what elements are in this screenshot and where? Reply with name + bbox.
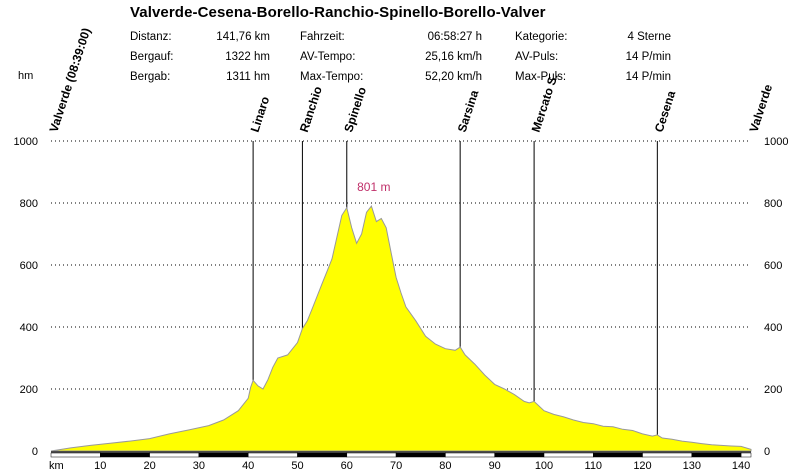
y-tick-label-right: 200 <box>764 384 782 396</box>
y-tick-label-left: 0 <box>32 446 38 458</box>
x-tick-label: 80 <box>439 460 451 472</box>
peak-elevation-label: 801 m <box>357 180 390 194</box>
stat-distance-label: Distanz: <box>130 31 172 43</box>
distance-ruler-segment <box>247 452 298 458</box>
y-tick-label-right: 0 <box>764 446 770 458</box>
distance-ruler-segment <box>691 452 742 458</box>
x-tick-label: 60 <box>341 460 353 472</box>
stat-max-pulse-value: 14 P/min <box>625 71 671 83</box>
x-tick-label: 90 <box>489 460 501 472</box>
distance-ruler-segment <box>100 452 150 458</box>
stat-max-speed-value: 52,20 km/h <box>425 71 482 83</box>
grid-lines <box>51 140 751 390</box>
elevation-area <box>50 205 752 452</box>
y-tick-label-left: 200 <box>20 384 38 396</box>
distance-ruler-segment <box>297 452 348 458</box>
waypoint-labels: Valverde (08:39:00) Linaro Ranchio Spinello… <box>47 26 776 134</box>
waypoint-label: Sarsina <box>455 88 482 134</box>
stat-riding-time-label: Fahrzeit: <box>300 31 345 43</box>
waypoint-label: Cesena <box>652 89 679 134</box>
stat-category-label: Kategorie: <box>515 31 568 43</box>
y-tick-label-right: 600 <box>764 260 782 272</box>
x-tick-label: 120 <box>633 460 651 472</box>
distance-ruler-segment <box>494 452 545 458</box>
y-tick-label-right: 800 <box>764 198 782 210</box>
x-axis-label: km <box>49 460 64 472</box>
y-tick-label-left: 1000 <box>14 136 38 148</box>
distance-ruler-segment <box>198 452 249 458</box>
waypoint-label: Linaro <box>248 95 273 134</box>
x-tick-label: 50 <box>291 460 303 472</box>
distance-ruler-segment <box>395 452 446 458</box>
waypoint-label: Valverde <box>747 82 776 134</box>
stat-category-value: 4 Sterne <box>627 31 671 43</box>
x-tick-label: 10 <box>94 460 106 472</box>
stat-avg-speed-label: AV-Tempo: <box>300 51 356 63</box>
y-tick-label-left: 400 <box>20 322 38 334</box>
stat-max-pulse-label: Max-Puls: <box>515 71 567 83</box>
stat-max-speed-label: Max-Tempo: <box>300 71 364 83</box>
distance-ruler-segment <box>740 452 752 458</box>
stat-ascent-value: 1322 hm <box>225 51 270 63</box>
x-tick-label: 110 <box>585 460 603 472</box>
y-tick-label-right: 400 <box>764 322 782 334</box>
x-tick-label: 40 <box>242 460 254 472</box>
distance-ruler-segment <box>50 452 101 458</box>
waypoint-label: Mercato S. <box>529 72 561 134</box>
distance-ruler-segment <box>149 452 200 458</box>
stat-avg-speed-value: 25,16 km/h <box>425 51 482 63</box>
x-tick-label: 30 <box>193 460 205 472</box>
x-tick-label: 130 <box>683 460 701 472</box>
stat-descent-value: 1311 hm <box>226 71 270 83</box>
stat-riding-time-value: 06:58:27 h <box>427 31 482 43</box>
stat-avg-pulse-label: AV-Puls: <box>515 51 559 63</box>
y-tick-label-left: 600 <box>20 260 38 272</box>
stat-avg-pulse-value: 14 P/min <box>625 51 671 63</box>
y-axis-left-ticks: 0 200 400 600 800 1000 <box>14 136 38 458</box>
x-tick-label: 70 <box>390 460 402 472</box>
waypoint-label: Ranchio <box>297 85 325 134</box>
distance-ruler-segment <box>642 452 693 458</box>
y-tick-label-right: 1000 <box>764 136 788 148</box>
waypoint-label: Valverde (08:39:00) <box>47 26 94 134</box>
x-tick-label: 20 <box>143 460 155 472</box>
y-tick-label-left: 800 <box>20 198 38 210</box>
x-axis: 10 20 30 40 50 60 70 80 90 100 110 120 130 140 <box>50 451 752 472</box>
stat-ascent-label: Bergauf: <box>130 51 174 63</box>
stat-distance-value: 141,76 km <box>216 31 270 43</box>
stat-descent-label: Bergab: <box>130 71 171 83</box>
distance-ruler-segment <box>445 452 495 458</box>
waypoint-label: Spinello <box>341 85 369 134</box>
x-tick-label: 140 <box>732 460 750 472</box>
distance-ruler-segment <box>593 452 643 458</box>
x-tick-label: 100 <box>535 460 553 472</box>
distance-ruler-segment <box>346 452 397 458</box>
y-axis-label: hm <box>18 70 33 82</box>
y-axis-right-ticks: 0 200 400 600 800 1000 <box>764 136 788 458</box>
distance-ruler-segment <box>543 452 594 458</box>
chart-title: Valverde-Cesena-Borello-Ranchio-Spinello… <box>130 4 546 21</box>
